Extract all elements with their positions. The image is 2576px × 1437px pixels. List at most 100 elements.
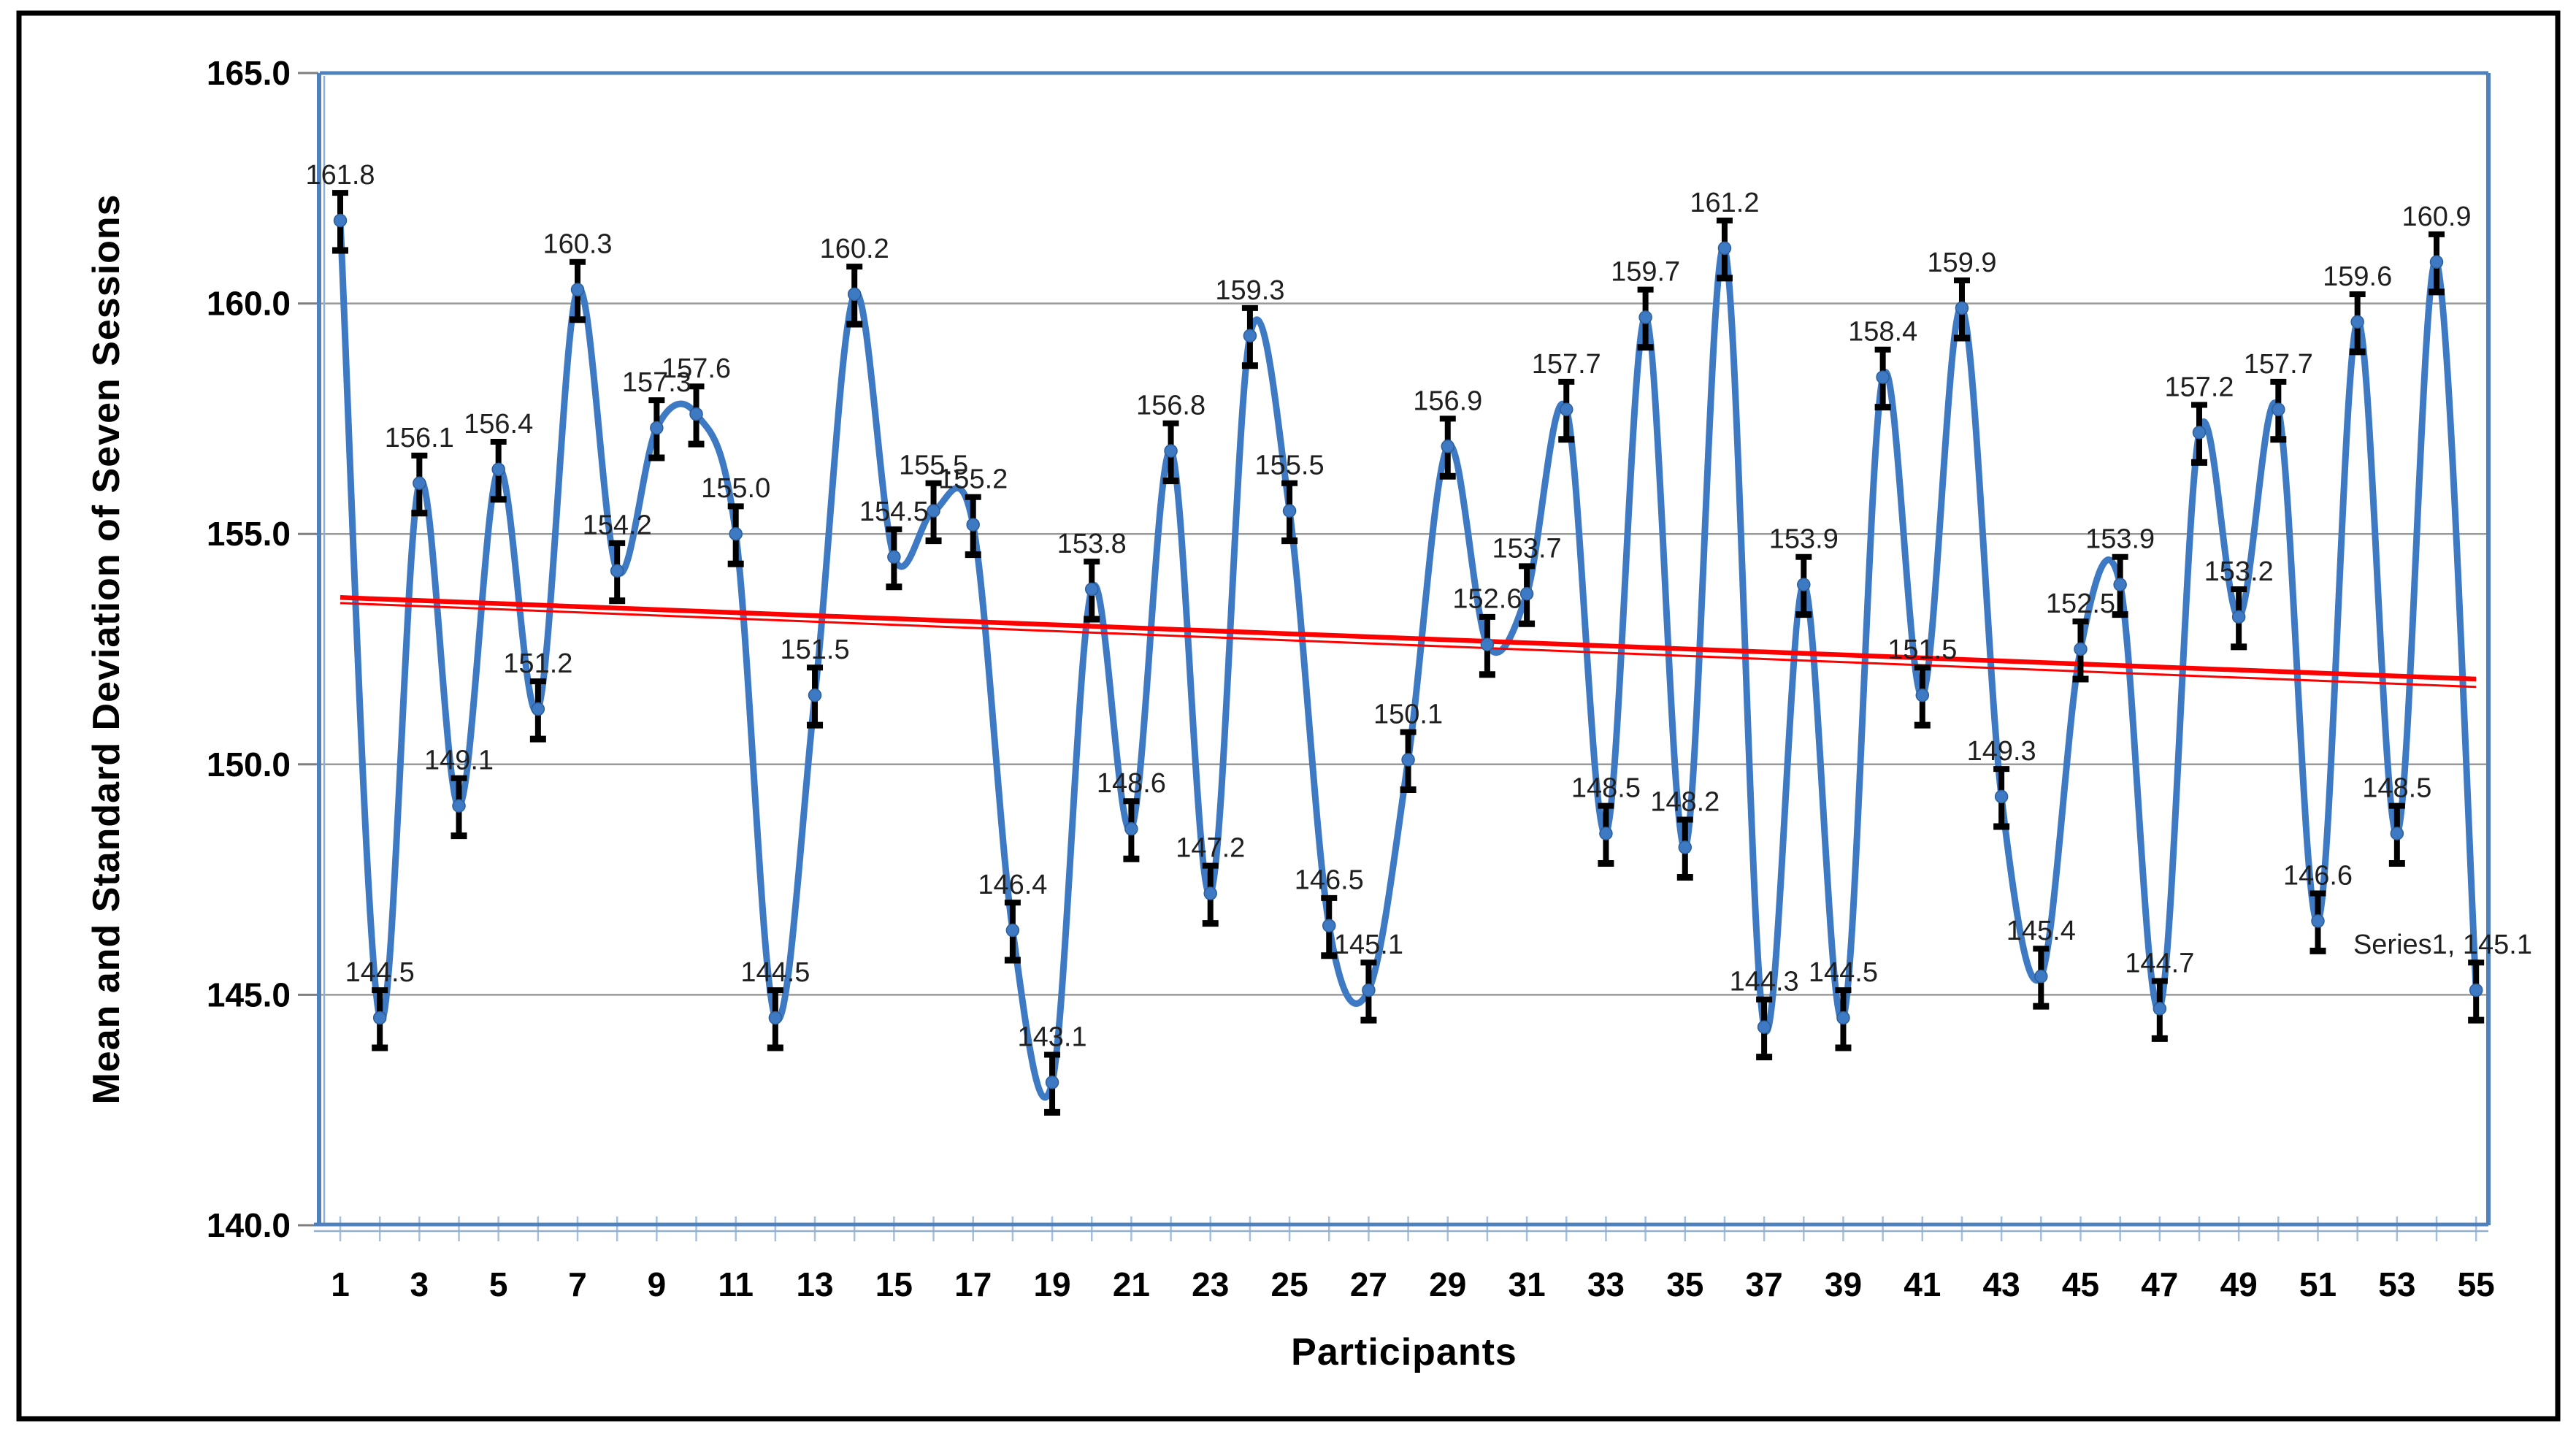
x-tick-label: 55 (2458, 1265, 2495, 1303)
data-label: 159.9 (1927, 248, 1996, 278)
x-axis-title: Participants (1291, 1331, 1517, 1373)
data-label: 153.7 (1492, 533, 1562, 564)
data-point (1797, 578, 1811, 591)
x-tick-label: 31 (1509, 1265, 1546, 1303)
data-point (768, 1011, 783, 1025)
data-label: 152.6 (1452, 584, 1522, 615)
data-point (491, 462, 505, 477)
x-tick-label: 15 (875, 1265, 913, 1303)
data-label: 148.5 (1571, 773, 1641, 803)
data-point (1757, 1020, 1771, 1034)
data-label: 146.5 (1295, 865, 1364, 896)
data-point (452, 799, 466, 813)
data-point (2311, 914, 2325, 928)
x-tick-label: 19 (1033, 1265, 1070, 1303)
data-point (1955, 301, 1969, 315)
x-tick-label: 27 (1350, 1265, 1387, 1303)
data-point (1124, 821, 1138, 836)
y-axis-title: Mean and Standard Deviation of Seven Ses… (85, 193, 128, 1105)
data-label: 146.4 (978, 870, 1047, 900)
data-point (333, 213, 348, 228)
data-point (1203, 886, 1217, 900)
x-tick-label: 49 (2220, 1265, 2258, 1303)
data-label: 161.8 (305, 160, 375, 191)
data-label: 161.2 (1690, 188, 1759, 218)
data-point (966, 518, 980, 532)
data-label: 145.4 (2006, 916, 2076, 946)
data-point (1638, 310, 1652, 324)
data-point (2272, 402, 2285, 417)
data-point (2074, 642, 2088, 656)
trendline-secondary (340, 602, 2477, 689)
data-label: 148.6 (1097, 768, 1166, 799)
data-point (570, 283, 585, 296)
x-tick-label: 5 (489, 1265, 508, 1303)
data-label: 155.5 (899, 451, 968, 481)
x-tick-label: 9 (648, 1265, 667, 1303)
x-tick-label: 45 (2062, 1265, 2099, 1303)
x-tick-label: 17 (954, 1265, 992, 1303)
data-label: 156.9 (1413, 386, 1482, 416)
x-tick-label: 53 (2378, 1265, 2415, 1303)
x-tick-label: 29 (1429, 1265, 1466, 1303)
data-point (2350, 315, 2364, 329)
data-point (610, 564, 624, 578)
y-tick-label: 160.0 (207, 285, 291, 323)
x-tick-label: 41 (1904, 1265, 1941, 1303)
data-point (2034, 969, 2048, 984)
data-point (1243, 329, 1257, 343)
data-label: 159.7 (1611, 257, 1680, 288)
x-tick-label: 47 (2141, 1265, 2178, 1303)
data-label: 157.3 (622, 367, 691, 398)
data-label: 150.1 (1373, 699, 1443, 729)
data-label: 156.4 (464, 409, 533, 440)
data-point (1480, 637, 1495, 651)
x-tick-label: 13 (796, 1265, 833, 1303)
data-point (2153, 1002, 2167, 1016)
data-point (887, 550, 901, 564)
data-point (1441, 440, 1455, 453)
data-point (689, 407, 703, 421)
data-label: 143.1 (1018, 1022, 1087, 1052)
data-label: 154.2 (583, 510, 652, 541)
data-label: 157.2 (2164, 372, 2234, 402)
data-label: 155.2 (938, 464, 1008, 495)
data-point (1322, 919, 1336, 932)
data-point (1401, 753, 1415, 767)
data-label: 153.8 (1057, 529, 1127, 559)
data-point (927, 504, 940, 518)
data-label: 160.9 (2401, 202, 2471, 232)
data-point (1836, 1011, 1850, 1025)
trendline (340, 595, 2477, 682)
data-point (847, 287, 862, 302)
x-tick-label: 33 (1587, 1265, 1625, 1303)
data-point (1915, 688, 1930, 702)
data-point (413, 476, 426, 491)
data-label: 156.1 (385, 423, 454, 453)
x-tick-label: 25 (1270, 1265, 1308, 1303)
data-label: 144.5 (740, 957, 810, 988)
data-label: 159.6 (2323, 261, 2392, 292)
x-tick-label: 1 (331, 1265, 350, 1303)
data-label: 152.5 (2046, 589, 2115, 619)
x-tick-label: 7 (568, 1265, 587, 1303)
data-label: 153.2 (2204, 556, 2274, 587)
data-point (372, 1011, 387, 1025)
data-label: 160.3 (543, 229, 612, 260)
x-tick-label: 43 (1983, 1265, 2020, 1303)
data-point (2231, 610, 2246, 624)
data-point (1282, 504, 1297, 518)
data-label: 160.2 (820, 234, 889, 264)
y-tick-label: 150.0 (207, 746, 291, 783)
data-point (729, 526, 743, 541)
data-point (1560, 402, 1573, 417)
data-point (1005, 923, 1020, 938)
x-tick-label: 11 (718, 1265, 754, 1303)
y-tick-label: 145.0 (207, 976, 291, 1013)
data-label: 151.2 (503, 648, 572, 679)
data-label: 144.3 (1730, 967, 1799, 997)
data-point (2429, 255, 2444, 269)
data-label: 146.6 (2283, 860, 2353, 891)
